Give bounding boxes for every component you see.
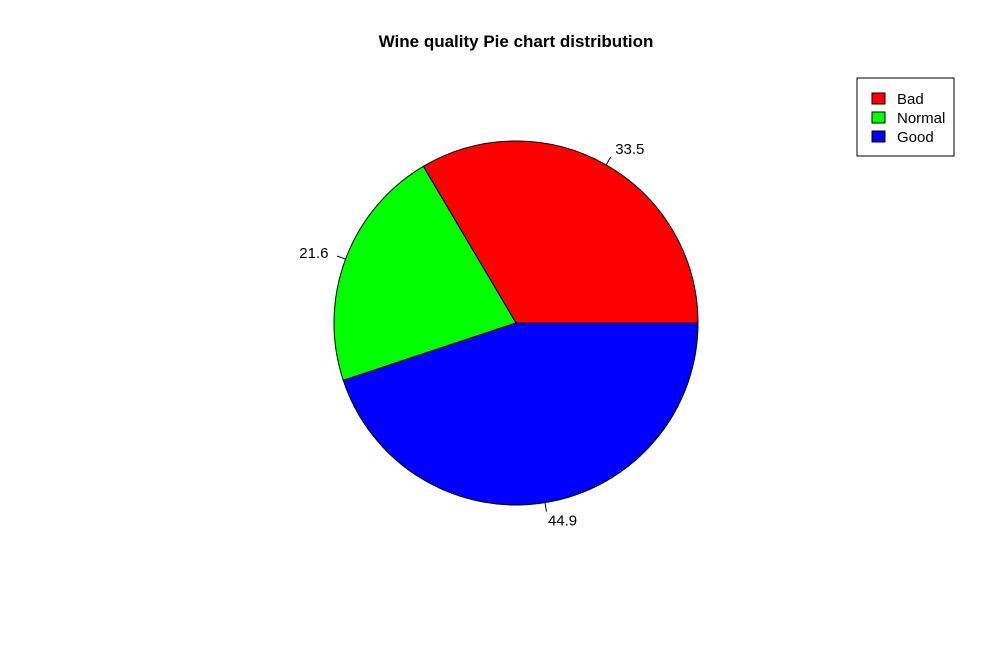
legend-swatch-good [871,130,886,143]
chart-title: Wine quality Pie chart distribution [379,32,654,51]
pie-labels: 33.5 21.6 44.9 [299,141,644,530]
pie-label-good: 44.9 [548,513,577,530]
legend-label-good: Good [897,129,934,146]
pie-slice-bad [422,140,699,324]
pie-label-tick-normal [336,255,346,260]
pie-label-tick-good [544,502,547,512]
legend: Bad Normal Good [856,77,955,157]
pie-label-tick-bad [605,156,612,166]
pie-slices [333,140,699,506]
pie-label-normal: 21.6 [299,245,328,262]
pie-label-bad: 33.5 [615,141,644,158]
legend-swatch-normal [871,111,886,124]
legend-label-bad: Bad [897,91,924,108]
legend-swatch-bad [871,92,886,105]
legend-label-normal: Normal [897,110,945,127]
